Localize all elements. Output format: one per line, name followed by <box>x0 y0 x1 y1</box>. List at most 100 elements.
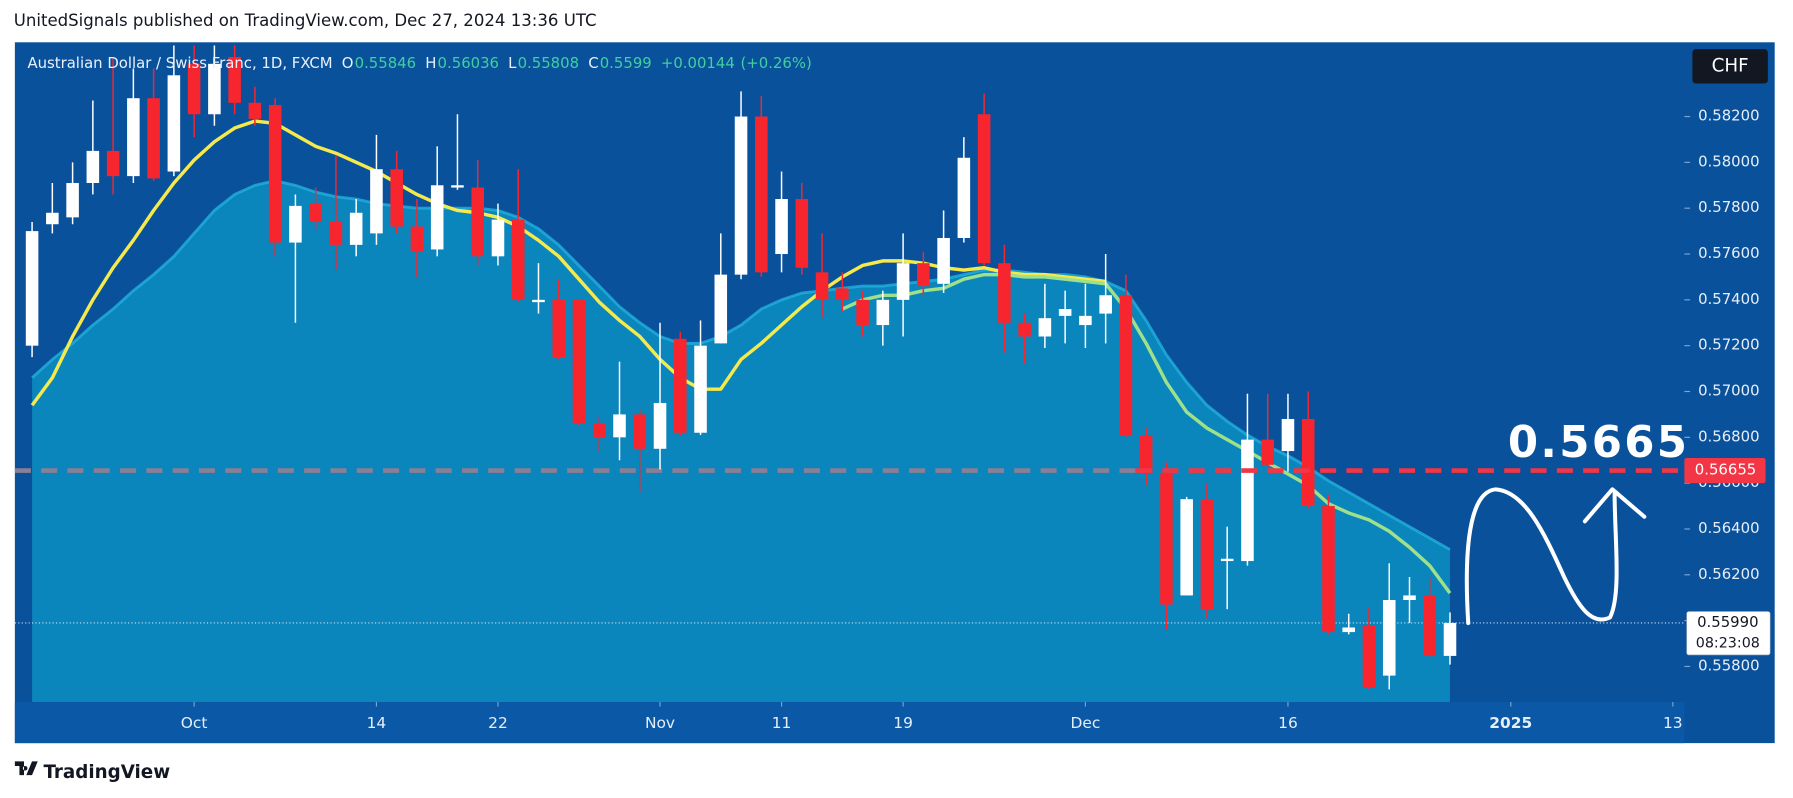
brand-logo <box>14 761 38 776</box>
candle-body <box>228 56 241 103</box>
candle-body <box>1058 309 1072 316</box>
x-tick-label: 13 <box>1663 714 1683 732</box>
candle-body <box>147 98 160 179</box>
x-tick-label: 19 <box>893 714 913 732</box>
x-tick-label: 11 <box>772 714 792 732</box>
candle-body <box>167 75 181 172</box>
candle-body <box>248 102 262 119</box>
candle-body <box>1261 439 1274 465</box>
candle-body <box>795 199 809 268</box>
legend-value: 0.56036 <box>438 54 499 72</box>
candle-body <box>268 105 282 243</box>
time-axis <box>14 701 1685 744</box>
legend-change: +0.00144 <box>661 54 735 72</box>
y-tick-label: 0.55800 <box>1698 656 1759 674</box>
y-tick-label: 0.56200 <box>1698 565 1759 583</box>
y-tick-label: 0.58200 <box>1698 107 1759 125</box>
candle-body <box>1079 315 1092 326</box>
candle-body <box>917 263 930 287</box>
candle-body <box>896 263 910 300</box>
candle-body <box>1362 625 1376 688</box>
level-price-box <box>1684 457 1766 484</box>
publisher: UnitedSignals published on TradingView.c… <box>14 11 597 30</box>
candle-body <box>998 263 1011 323</box>
candle-body <box>1281 418 1295 452</box>
candle-body <box>430 185 444 250</box>
candle-body <box>1322 506 1335 633</box>
candle-body <box>25 231 39 346</box>
legend-key: H <box>425 54 436 72</box>
candle-body <box>592 423 606 438</box>
candle-body <box>572 299 586 424</box>
y-tick-label: 0.58000 <box>1698 152 1759 170</box>
last-price-label: 0.55990 <box>1697 613 1758 631</box>
candle-body <box>957 157 971 238</box>
candle-body <box>1160 473 1173 605</box>
x-tick-label: 14 <box>367 714 387 732</box>
back-layer <box>14 115 1691 707</box>
candle-body <box>1403 595 1416 601</box>
candle-body <box>1301 418 1315 507</box>
front-layer: 0.558000.560000.562000.564000.566000.568… <box>27 54 1771 732</box>
candle-body <box>552 299 566 358</box>
candle-body <box>673 338 687 433</box>
candle-body <box>451 185 464 188</box>
currency-badge[interactable] <box>1692 49 1768 84</box>
last-price-box <box>1686 611 1771 656</box>
x-tick-label: 16 <box>1278 714 1298 732</box>
drawn-arrow <box>1464 487 1647 626</box>
candle-body <box>734 116 748 275</box>
candle-body <box>815 272 829 300</box>
candle-body <box>491 219 505 257</box>
candle-body <box>1038 318 1052 337</box>
candle-body <box>349 212 363 245</box>
candle-body <box>1099 295 1112 314</box>
area-edge <box>31 179 1451 551</box>
countdown: 08:23:08 <box>1696 635 1760 651</box>
candle-body <box>714 274 728 344</box>
candle-body <box>633 414 647 449</box>
candle-body <box>106 150 120 177</box>
x-tick-label: 22 <box>488 714 508 732</box>
level-price-label: 0.56655 <box>1695 461 1756 479</box>
candle-body <box>1382 600 1396 676</box>
legend-value: 0.55808 <box>518 54 579 72</box>
candle-body <box>1241 439 1254 562</box>
y-tick-label: 0.57800 <box>1698 198 1759 216</box>
legend-title: Australian Dollar / Swiss Franc, 1D, FXC… <box>27 54 332 72</box>
candle-body <box>856 299 869 326</box>
candle-body <box>410 226 424 252</box>
candle-body <box>511 219 525 300</box>
candle-body <box>977 114 991 264</box>
candle-body <box>46 212 59 225</box>
candle-body <box>876 299 890 326</box>
candle-body <box>836 288 849 300</box>
legend-key: L <box>508 54 517 72</box>
candle-body <box>1119 295 1133 436</box>
x-tick-label: 2025 <box>1489 714 1532 732</box>
candle-body <box>329 221 343 245</box>
area <box>32 180 1450 702</box>
candle-body <box>1180 499 1193 596</box>
legend-value: 0.5599 <box>600 54 652 72</box>
legend-value: 0.55846 <box>355 54 416 72</box>
y-tick-label: 0.57200 <box>1698 336 1759 354</box>
legend-key: C <box>588 54 598 72</box>
y-tick-label: 0.57600 <box>1698 244 1759 262</box>
candle-body <box>1200 499 1214 610</box>
x-tick-label: Oct <box>181 714 208 732</box>
candle-body <box>471 187 484 257</box>
candle-body <box>390 169 403 227</box>
candle-body <box>1342 627 1356 633</box>
candle-body <box>309 203 322 222</box>
y-tick-label: 0.57400 <box>1698 290 1759 308</box>
candle-body <box>775 199 788 255</box>
candle-body <box>1018 322 1031 337</box>
candle-body <box>613 414 626 438</box>
candle-body <box>1443 622 1457 656</box>
x-tick-label: Nov <box>645 714 675 732</box>
main-layer <box>25 45 1457 690</box>
candle-body <box>937 237 950 284</box>
